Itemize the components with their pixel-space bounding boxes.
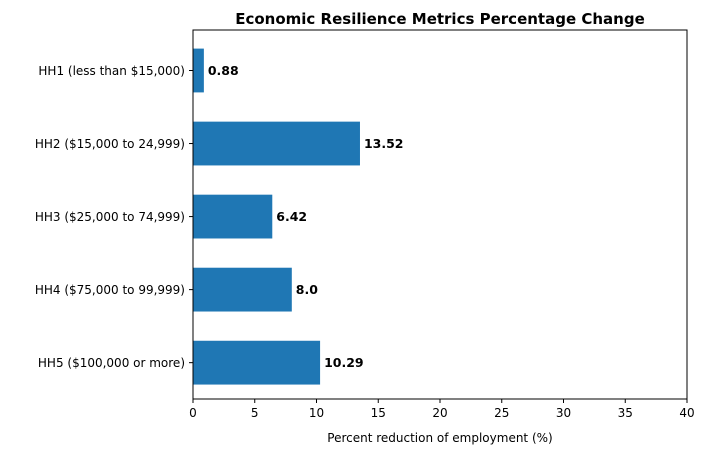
x-tick-label: 40 (679, 406, 694, 420)
bar-value-label: 13.52 (364, 136, 404, 151)
bars-group: 0.88 13.52 6.42 8.0 10.29 (193, 48, 404, 385)
x-axis-ticks: 0 5 10 15 20 25 30 35 40 (189, 399, 695, 420)
x-tick-label: 15 (371, 406, 386, 420)
y-tick-label: HH2 ($15,000 to 24,999) (35, 137, 185, 151)
bar (193, 121, 360, 166)
x-tick-label: 20 (432, 406, 447, 420)
y-tick-label: HH1 (less than $15,000) (38, 64, 185, 78)
y-axis-ticks: HH1 (less than $15,000) HH2 ($15,000 to 2… (35, 64, 193, 370)
bar (193, 267, 292, 312)
plot-frame (192, 29, 688, 400)
bar-value-label: 10.29 (324, 355, 364, 370)
x-tick-label: 0 (189, 406, 197, 420)
bar-value-label: 8.0 (296, 282, 318, 297)
bar (193, 340, 321, 385)
y-tick-label: HH3 ($25,000 to 74,999) (35, 210, 185, 224)
x-tick-label: 10 (309, 406, 324, 420)
x-axis-label: Percent reduction of employment (%) (327, 431, 552, 445)
bar (193, 48, 204, 93)
x-tick-label: 35 (618, 406, 633, 420)
bar-value-label: 0.88 (208, 63, 239, 78)
x-tick-label: 25 (494, 406, 509, 420)
bar-value-label: 6.42 (276, 209, 307, 224)
y-tick-label: HH4 ($75,000 to 99,999) (35, 283, 185, 297)
chart-title: Economic Resilience Metrics Percentage C… (235, 10, 645, 28)
bar (193, 194, 273, 239)
x-tick-label: 30 (556, 406, 571, 420)
x-tick-label: 5 (251, 406, 259, 420)
y-tick-label: HH5 ($100,000 or more) (38, 356, 185, 370)
